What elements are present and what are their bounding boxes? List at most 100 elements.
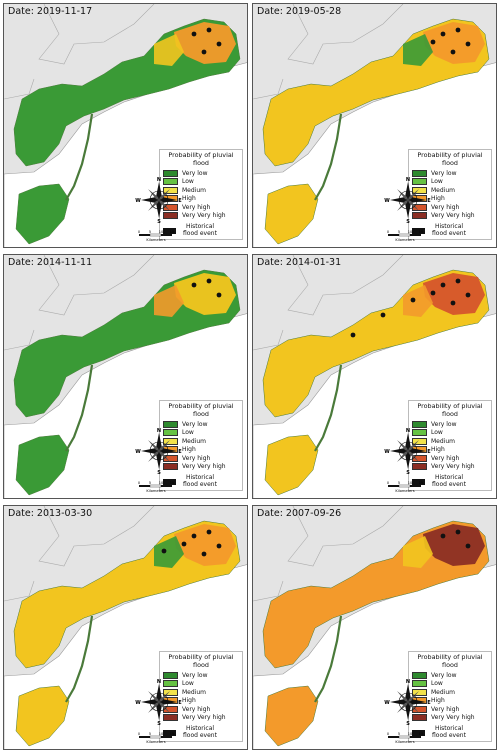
legend-label: Very low: [431, 420, 457, 428]
legend-label: High: [431, 697, 445, 705]
legend-swatch: [412, 705, 427, 713]
scale-bar: 0 5 10 15 Kilometers: [387, 230, 423, 242]
scale-bar: 0 5 10 15 Kilometers: [138, 481, 174, 493]
lagoon-barrier: [314, 364, 343, 452]
compass-n: N: [406, 679, 410, 685]
legend-item-historical-flood: Historical flood event: [163, 474, 239, 488]
legend-item-historical-flood: Historical flood event: [412, 725, 488, 739]
flood-label: Historical flood event: [432, 474, 466, 488]
flood-event-marker: [191, 533, 197, 539]
legend-swatch: [163, 420, 178, 428]
scale-tick-0: 0: [387, 230, 389, 234]
legend-item: Very Very high: [163, 463, 239, 472]
scale-tick-2: 10: [408, 732, 412, 736]
flood-event-marker: [181, 541, 187, 547]
legend-item: Very Very high: [163, 714, 239, 723]
compass-rose-icon: N S W E: [135, 428, 182, 475]
flood-event-marker: [430, 39, 436, 45]
flood-event-marker: [410, 297, 416, 303]
flood-event-marker: [455, 27, 461, 33]
flood-event-marker: [465, 543, 471, 549]
scale-tick-0: 0: [387, 732, 389, 736]
legend-item-historical-flood: Historical flood event: [163, 725, 239, 739]
high-probability-zone: [174, 524, 236, 566]
flood-event-marker: [455, 529, 461, 535]
panel-date: Date: 2014-01-31: [257, 257, 342, 268]
legend: Probability of pluvial flood Very low Low…: [408, 651, 492, 742]
compass-w: W: [384, 449, 390, 455]
compass-s: S: [157, 219, 161, 224]
southern-plain: [15, 685, 70, 747]
scale-tick-1: 5: [149, 481, 151, 485]
compass-w: W: [135, 449, 141, 455]
flood-event-marker: [380, 312, 386, 318]
legend-label: Very low: [431, 169, 457, 177]
map-panel-2: Date: 2019-05-28 Probability of pluvial …: [252, 3, 497, 248]
historical-flood-events: [440, 529, 471, 549]
compass-rose-icon: N S W E: [384, 177, 431, 224]
flood-event-marker: [450, 49, 456, 55]
legend-title: Probability of pluvial flood: [417, 402, 483, 418]
flood-event-marker: [440, 282, 446, 288]
legend-item: Medium: [163, 688, 239, 697]
legend-label: Very Very high: [431, 212, 475, 220]
historical-flood-events: [430, 27, 471, 55]
region-boundary: [4, 4, 155, 100]
legend-item: Low: [412, 680, 488, 689]
flood-event-marker: [430, 290, 436, 296]
lagoon-barrier: [65, 113, 94, 201]
compass-s: S: [157, 721, 161, 726]
lagoon-barrier: [314, 113, 343, 201]
legend-label: Very low: [182, 169, 208, 177]
legend: Probability of pluvial flood Very low Low…: [159, 149, 243, 240]
legend-swatch: [163, 169, 178, 177]
legend-swatch: [163, 705, 178, 713]
compass-n: N: [157, 679, 161, 685]
legend-item: Very Very high: [412, 463, 488, 472]
scale-unit: Kilometers: [146, 740, 165, 744]
legend-title: Probability of pluvial flood: [417, 151, 483, 167]
legend-label: Low: [431, 178, 443, 186]
legend-label: Medium: [431, 186, 455, 194]
coastal-plain: [262, 269, 490, 418]
map-panel-3: Date: 2014-11-11 Probability of pluvial …: [3, 254, 248, 499]
southern-plain: [264, 685, 319, 747]
scale-unit: Kilometers: [395, 740, 414, 744]
legend-item: Low: [163, 178, 239, 187]
medium-probability-zone: [403, 285, 433, 317]
compass-rose-icon: N S W E: [135, 679, 182, 726]
scale-tick-1: 5: [398, 481, 400, 485]
flood-event-marker: [191, 282, 197, 288]
legend-label: Low: [182, 429, 194, 437]
legend-swatch: [412, 688, 427, 696]
legend-swatch: [163, 454, 178, 462]
legend-item: Medium: [412, 688, 488, 697]
scale-tick-2: 10: [408, 481, 412, 485]
compass-e: E: [178, 198, 182, 204]
high-probability-zone: [174, 273, 236, 315]
compass-e: E: [427, 449, 431, 455]
legend-label: Very high: [182, 203, 211, 211]
compass-e: E: [427, 700, 431, 706]
legend-label: Medium: [182, 437, 206, 445]
historical-flood-events: [191, 27, 222, 55]
flood-label: Historical flood event: [432, 725, 466, 739]
compass-n: N: [157, 177, 161, 183]
scale-tick-0: 0: [387, 481, 389, 485]
legend-label: Very Very high: [182, 463, 226, 471]
legend-label: High: [182, 697, 196, 705]
historical-flood-events: [191, 278, 222, 298]
scale-tick-3: 15: [170, 481, 174, 485]
legend-item: Medium: [163, 437, 239, 446]
legend-title: Probability of pluvial flood: [168, 151, 234, 167]
legend-item: Very low: [163, 420, 239, 429]
lagoon-barrier: [65, 615, 94, 703]
legend-item: Very Very high: [412, 714, 488, 723]
legend: Probability of pluvial flood Very low Low…: [159, 400, 243, 491]
region-boundary: [253, 255, 404, 351]
compass-rose-icon: N S W E: [135, 177, 182, 224]
compass-n: N: [406, 177, 410, 183]
map-panel-1: Date: 2019-11-17 Probability of pluvial …: [3, 3, 248, 248]
compass-n: N: [406, 428, 410, 434]
southern-plain: [264, 434, 319, 496]
